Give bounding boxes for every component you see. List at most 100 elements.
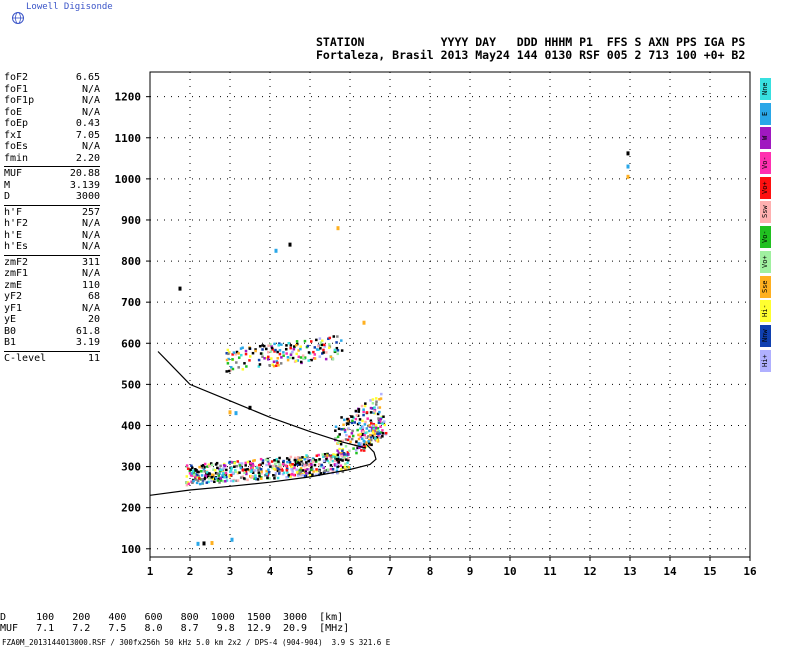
echo-point <box>384 431 388 435</box>
echo-point <box>196 475 199 479</box>
echo-point <box>227 352 230 356</box>
param-row: foE N/A <box>4 107 100 119</box>
muf-distance-table: D 100 200 400 600 800 1000 1500 3000 [km… <box>0 612 349 634</box>
echo-point <box>198 465 201 469</box>
param-value: 2.20 <box>75 152 100 164</box>
echo-point <box>278 349 282 352</box>
echo-point <box>244 464 247 467</box>
param-key: zmE <box>4 279 23 291</box>
echo-point <box>258 475 261 478</box>
param-row: zmE 110 <box>4 280 100 292</box>
echo-point <box>358 421 361 425</box>
echo-point <box>273 459 276 462</box>
echo-point <box>361 419 364 423</box>
param-value: 7.05 <box>75 129 100 141</box>
echo-point <box>265 469 268 473</box>
x-tick-label: 7 <box>387 565 394 578</box>
echo-point <box>378 410 381 414</box>
echo-point <box>206 475 210 479</box>
echo-point <box>234 469 237 472</box>
echo-point <box>344 468 347 471</box>
echo-point <box>323 469 327 473</box>
x-tick-label: 3 <box>227 565 234 578</box>
echo-point <box>324 357 328 361</box>
echo-point <box>374 424 378 427</box>
echo-point <box>273 474 277 477</box>
echo-point <box>267 471 271 474</box>
param-row: h'Es N/A <box>4 241 100 253</box>
echo-point <box>311 473 314 476</box>
echo-point <box>258 363 262 366</box>
echo-point <box>331 459 335 463</box>
echo-point <box>225 479 229 482</box>
echo-point <box>299 347 302 351</box>
echo-point <box>207 477 211 480</box>
echo-point <box>306 344 310 348</box>
x-tick-label: 11 <box>543 565 557 578</box>
echo-point <box>378 406 382 409</box>
param-value: 257 <box>81 206 100 218</box>
echo-point <box>207 480 210 484</box>
echo-point <box>317 469 321 473</box>
echo-point <box>200 474 204 477</box>
echo-point <box>343 418 346 422</box>
param-value: 3.19 <box>75 337 100 348</box>
echo-point <box>374 437 377 440</box>
echo-point <box>297 355 301 359</box>
echo-point <box>229 473 233 477</box>
muf-row: MUF 7.1 7.2 7.5 8.0 8.7 9.8 12.9 20.9 [M… <box>0 623 350 634</box>
echo-point <box>362 439 366 443</box>
echo-point <box>337 427 341 431</box>
echo-point <box>289 346 292 350</box>
echo-point <box>337 461 341 464</box>
echo-point <box>337 451 341 455</box>
echo-point <box>260 477 263 480</box>
echo-point <box>286 460 289 464</box>
echo-point <box>281 469 284 472</box>
echo-point <box>352 447 355 450</box>
echo-point <box>323 453 327 456</box>
echo-point <box>191 474 194 477</box>
echo-point <box>349 440 352 444</box>
echo-point <box>214 463 218 466</box>
param-row: fmin 2.20 <box>4 153 100 165</box>
echo-point <box>353 421 357 424</box>
echo-point <box>336 349 340 352</box>
echo-point <box>260 472 263 475</box>
echo-point <box>348 435 351 439</box>
echo-point <box>244 352 248 356</box>
echo-point <box>341 466 345 469</box>
echo-point <box>274 468 277 471</box>
echo-point <box>313 346 317 349</box>
echo-point <box>346 419 350 422</box>
echo-point <box>315 348 319 351</box>
echo-point <box>268 477 271 480</box>
echo-point <box>378 432 382 435</box>
echo-point <box>378 398 381 401</box>
echo-point <box>370 443 373 447</box>
echo-point <box>248 347 252 350</box>
echo-point <box>360 404 364 408</box>
echo-point <box>226 362 230 365</box>
echo-point <box>355 440 358 443</box>
echo-point <box>230 460 233 464</box>
param-key: zmF1 <box>4 268 29 279</box>
param-key: foEp <box>4 118 29 129</box>
echo-point <box>346 461 349 465</box>
echo-point <box>203 465 206 469</box>
echo-point <box>269 350 273 353</box>
echo-point <box>280 467 284 471</box>
param-divider <box>4 254 100 256</box>
param-row: zmF2 311 <box>4 257 100 269</box>
echo-point <box>356 414 360 418</box>
scaled-parameters-panel: foF2 6.65 foF1 N/A foF1p N/A foE N/A foEp 0.43 fxI… <box>4 72 100 364</box>
echo-point <box>336 335 339 338</box>
x-tick-label: 5 <box>307 565 314 578</box>
echo-point <box>198 482 202 486</box>
echo-point <box>282 461 285 464</box>
echo-point <box>243 471 246 475</box>
echo-point <box>310 358 313 362</box>
echo-point <box>231 358 234 361</box>
echo-point <box>303 468 307 472</box>
echo-point <box>379 417 383 421</box>
